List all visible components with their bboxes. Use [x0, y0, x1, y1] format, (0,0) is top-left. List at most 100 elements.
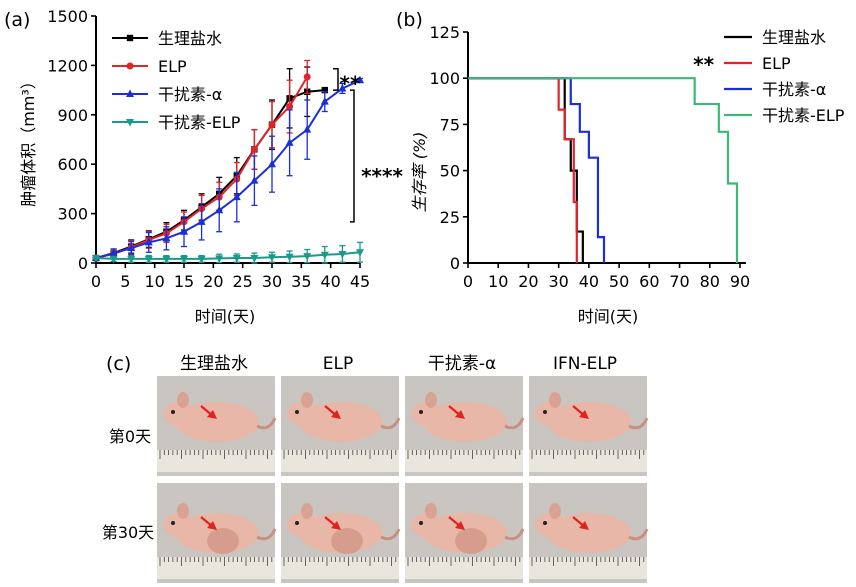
chart-b-legend-label: 生理盐水 — [762, 28, 826, 47]
mouse-photo — [157, 483, 277, 583]
ruler — [157, 557, 275, 579]
chart-b-legend-label: ELP — [762, 54, 791, 73]
tumor-arrow-head — [207, 410, 217, 419]
chart-a-y-tick-label: 600 — [57, 155, 88, 174]
mouse-photo — [405, 483, 525, 583]
mouse-body — [547, 513, 631, 553]
chart-a-series-2 — [92, 75, 364, 262]
mouse-body — [175, 402, 259, 442]
data-point — [285, 138, 294, 146]
tumor-arrow-head — [579, 410, 589, 419]
chart-a-x-tick-label: 5 — [120, 272, 130, 291]
mouse-head — [163, 402, 195, 426]
chart-a-legend-label: 干扰素-ELP — [158, 113, 241, 132]
chart-b-xlabel: 时间(天) — [578, 307, 639, 326]
chart-b-x-tick-label: 40 — [579, 272, 599, 291]
series-line — [95, 251, 361, 260]
data-point — [268, 254, 276, 262]
chart-a-y-tick-label: 900 — [57, 106, 88, 125]
mouse-head — [411, 402, 443, 426]
chart-b-x-tick-label: 30 — [548, 272, 568, 291]
chart-b-series-1 — [468, 77, 578, 263]
chart-a-legend-label: ELP — [158, 57, 187, 76]
tumor — [331, 528, 363, 554]
chart-a-y-tick-label: 0 — [78, 254, 88, 273]
mouse-eye — [543, 521, 547, 525]
panel-c-label: (c) — [106, 353, 131, 375]
data-point — [320, 97, 329, 105]
panel-a-label: (a) — [4, 9, 30, 31]
chart-a-series-3 — [92, 241, 364, 264]
mouse-tail — [628, 417, 649, 430]
mouse-eye — [295, 521, 299, 525]
chart-a-legend-label: 干扰素-α — [158, 85, 222, 104]
data-point — [92, 255, 100, 263]
significance-bracket-1 — [333, 67, 339, 91]
mouse-photo — [529, 376, 649, 476]
tumor-arrow-head — [455, 410, 465, 419]
significance-label-1: ** — [340, 72, 361, 96]
data-point — [109, 248, 118, 257]
panel-b-label: (b) — [396, 9, 423, 31]
data-point — [180, 255, 188, 264]
data-point — [232, 255, 241, 263]
data-point — [250, 255, 259, 263]
data-point — [285, 253, 294, 262]
chart-a-x-tick-label: 40 — [320, 272, 340, 291]
data-point — [338, 83, 347, 92]
mouse-ear — [177, 392, 189, 408]
column-label-elp: ELP — [323, 354, 353, 374]
chart-b-series-3 — [468, 77, 739, 263]
chart-a-x-tick-label: 10 — [144, 272, 164, 291]
chart-b-x-tick-label: 80 — [700, 272, 720, 291]
row-label-day0: 第0天 — [109, 427, 151, 446]
ruler — [281, 450, 399, 472]
chart-b-x-tick-label: 0 — [463, 272, 473, 291]
data-point — [268, 121, 276, 129]
chart-a-x-tick-label: 30 — [262, 272, 282, 291]
data-point — [232, 192, 241, 201]
data-point — [268, 159, 276, 168]
chart-b-x-tick-label: 10 — [488, 272, 508, 291]
mouse-tail — [256, 528, 277, 541]
chart-a-legend-marker — [126, 89, 134, 97]
chart-b-ylabel: 生存率 (%) — [410, 132, 429, 213]
mouse-head — [535, 513, 567, 537]
data-point — [127, 255, 136, 264]
chart-b-x-tick-label: 50 — [609, 272, 629, 291]
mouse-photo — [281, 376, 401, 476]
data-point — [215, 205, 224, 214]
data-point — [321, 86, 328, 94]
chart-a-y-tick-label: 1200 — [47, 56, 88, 75]
chart-a-tumor-volume: 肿瘤体积（mm³） 时间(天) 0 5 10 15 20 25 30 35 40 45030060… — [19, 7, 403, 326]
mouse-photo — [281, 483, 401, 583]
mouse-photo — [157, 376, 277, 476]
data-point — [215, 255, 224, 263]
tumor — [455, 528, 487, 554]
ruler — [405, 557, 523, 579]
mouse-head — [535, 402, 567, 426]
chart-b-series-0 — [468, 77, 584, 263]
data-point — [197, 255, 206, 264]
mouse-tail — [380, 417, 401, 430]
chart-b-x-tick-label: 60 — [639, 272, 659, 291]
chart-b-legend-label: 干扰素-ELP — [762, 106, 845, 125]
ruler — [405, 450, 523, 472]
chart-b-x-tick-label: 20 — [518, 272, 538, 291]
chart-b-survival: 生存率 (%) 时间(天) 0 10 20 30 40 50 60 70 80 90 0 25 50 75… — [410, 23, 845, 326]
mouse-photo — [405, 376, 525, 476]
column-label-ifn-elp: IFN-ELP — [553, 354, 617, 374]
mouse-tail — [504, 528, 525, 541]
column-label-ifn: 干扰素-α — [428, 354, 496, 374]
data-point — [162, 233, 171, 242]
mouse-ear — [549, 392, 561, 408]
data-point — [250, 145, 258, 153]
data-point — [144, 255, 153, 264]
mouse-tail — [256, 417, 277, 430]
mouse-ear — [177, 503, 189, 519]
ruler — [529, 557, 647, 579]
mouse-photo-grid: 生理盐水 ELP 干扰素-α IFN-ELP 第0天 第30天 — [102, 354, 649, 583]
mouse-eye — [295, 410, 299, 414]
ruler — [281, 557, 399, 579]
